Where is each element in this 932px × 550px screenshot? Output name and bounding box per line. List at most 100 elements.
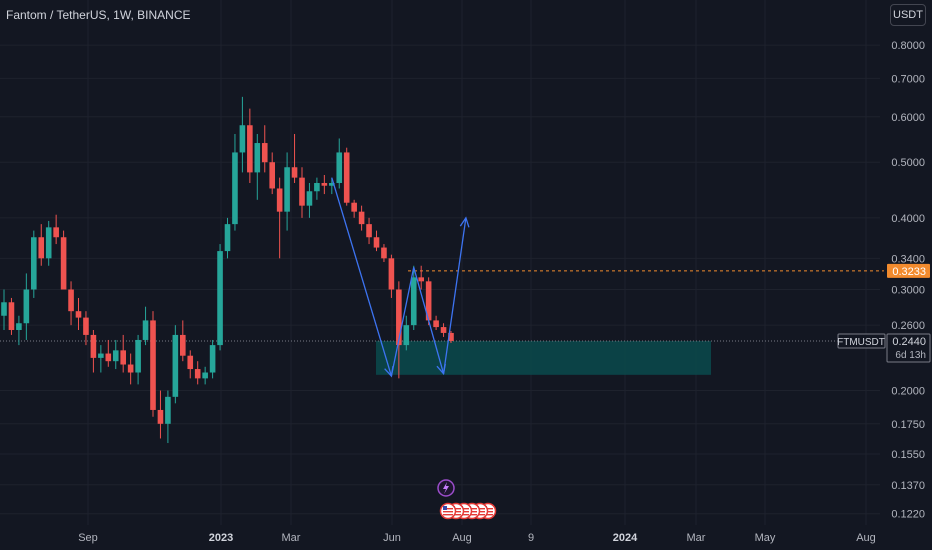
candle — [433, 315, 439, 330]
candle — [16, 315, 22, 346]
candle — [8, 297, 15, 335]
candle — [120, 334, 126, 373]
price-tags: 0.3233 0.2440 6d 13h FTMUSDT — [837, 263, 931, 363]
candle — [83, 311, 89, 346]
y-tick-label: 0.5000 — [891, 157, 925, 169]
candle — [291, 133, 298, 183]
candle — [150, 311, 156, 417]
candle — [98, 345, 104, 373]
chart-grid — [0, 0, 880, 525]
candle — [209, 339, 216, 379]
candle — [165, 390, 171, 444]
y-tick-label: 0.6000 — [891, 112, 925, 124]
y-tick-label: 0.8000 — [891, 40, 925, 52]
x-tick-label: Aug — [452, 532, 472, 544]
lightning-event-icon[interactable] — [437, 479, 455, 497]
candle — [45, 220, 52, 266]
candle — [1, 289, 7, 330]
candle — [135, 334, 141, 385]
candle — [180, 320, 186, 362]
x-tick-label: Aug — [856, 532, 876, 544]
projection-arrow — [390, 267, 445, 377]
candle — [366, 217, 372, 245]
candle — [75, 297, 82, 330]
candle — [90, 329, 97, 373]
candle — [112, 339, 119, 370]
demand-zone-rect — [376, 340, 711, 375]
candle — [105, 339, 112, 367]
candle — [232, 133, 238, 231]
candle — [194, 361, 201, 385]
x-axis[interactable]: Sep 2023 Mar Jun Aug 9 2024 Mar May Aug — [78, 532, 876, 544]
candle — [53, 214, 59, 245]
x-tick-label: 2024 — [613, 532, 638, 544]
x-tick-label: Sep — [78, 532, 98, 544]
candle — [157, 390, 164, 439]
projection-arrow — [442, 217, 467, 374]
candle — [306, 182, 313, 218]
candle — [418, 265, 424, 290]
candle — [269, 152, 275, 195]
candle — [217, 244, 223, 351]
y-tick-label: 0.3400 — [891, 253, 925, 265]
price-lines — [0, 270, 884, 342]
candle — [329, 177, 335, 195]
x-tick-label: Mar — [687, 532, 706, 544]
y-tick-label: 0.7000 — [891, 73, 925, 85]
candle — [396, 281, 402, 379]
y-tick-label: 0.1370 — [891, 480, 925, 492]
y-tick-label: 0.1220 — [891, 509, 925, 521]
candle — [247, 108, 253, 183]
x-tick-label: 9 — [528, 532, 534, 544]
candle — [142, 306, 149, 346]
candle — [276, 177, 283, 259]
svg-text:FTMUSDT: FTMUSDT — [837, 337, 885, 348]
y-tick-label: 0.3000 — [891, 284, 925, 296]
svg-text:0.2440: 0.2440 — [892, 336, 926, 348]
candle — [38, 224, 45, 266]
resistance-price-tag: 0.3233 — [887, 263, 930, 278]
candle — [224, 217, 231, 259]
x-tick-label: May — [755, 532, 776, 544]
candle — [403, 315, 410, 351]
x-tick-label: 2023 — [209, 532, 233, 544]
candlestick-series — [1, 96, 454, 444]
demand-zone — [376, 340, 711, 375]
candle — [127, 353, 134, 385]
x-tick-label: Mar — [282, 532, 301, 544]
arrow-head — [459, 216, 470, 228]
candle — [187, 350, 194, 379]
us-flag-event-icon[interactable] — [439, 502, 457, 520]
candle — [254, 133, 261, 200]
y-tick-label: 0.4000 — [891, 213, 925, 225]
y-tick-label: 0.1550 — [891, 449, 925, 461]
candle — [336, 138, 343, 189]
candle — [343, 147, 350, 206]
candle — [239, 96, 246, 173]
candle — [299, 167, 305, 218]
x-tick-label: Jun — [383, 532, 401, 544]
candle — [373, 230, 380, 252]
chart-title: Fantom / TetherUS, 1W, BINANCE — [6, 8, 191, 22]
candle — [321, 174, 328, 195]
svg-text:0.3233: 0.3233 — [892, 266, 926, 278]
candle — [23, 273, 30, 340]
candle — [440, 323, 447, 337]
y-axis[interactable]: 0.8000 0.7000 0.6000 0.5000 0.4000 0.3400 0.30… — [891, 40, 925, 521]
candle — [261, 125, 268, 173]
candle — [284, 152, 290, 231]
current-price-tag: 0.2440 6d 13h FTMUSDT — [837, 333, 931, 363]
symbol-tag: FTMUSDT — [837, 333, 886, 349]
candle — [448, 330, 454, 344]
projection-arrow — [331, 177, 393, 377]
candle — [68, 281, 74, 326]
candle — [381, 244, 387, 263]
candle — [388, 254, 395, 298]
candle — [31, 230, 37, 298]
currency-button[interactable]: USDT — [890, 4, 926, 26]
candle — [358, 205, 365, 231]
y-tick-label: 0.2600 — [891, 320, 925, 332]
candle — [172, 325, 179, 404]
event-markers[interactable] — [437, 479, 497, 520]
